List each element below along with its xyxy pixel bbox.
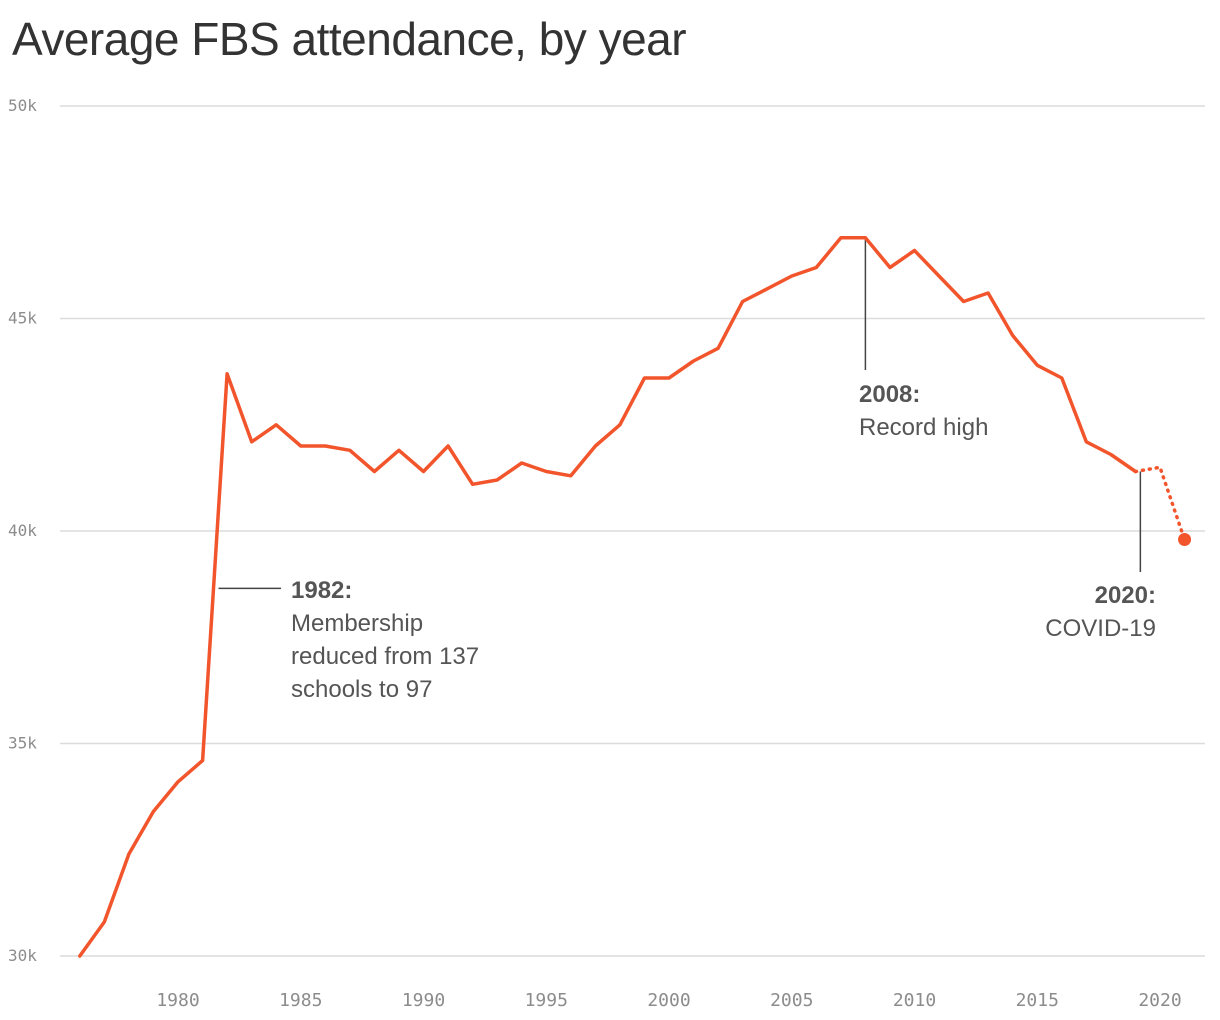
- y-tick-label-30k: 30k: [8, 946, 37, 965]
- x-tick-label-2020: 2020: [1138, 990, 1181, 1011]
- x-tick-label-1995: 1995: [525, 990, 568, 1011]
- annotation-2008-line-1: Record high: [859, 414, 988, 441]
- annotation-2020-year: 2020:: [1095, 582, 1156, 609]
- x-tick-label-2015: 2015: [1016, 990, 1059, 1011]
- x-tick-label-2010: 2010: [893, 990, 936, 1011]
- annotation-leaders: [218, 237, 1142, 590]
- series-lines: [78, 236, 1192, 958]
- series-line: [78, 236, 1138, 958]
- series-end-point: [1178, 533, 1192, 546]
- annotation-1982-year: 1982:: [291, 577, 352, 604]
- x-tick-label-2005: 2005: [770, 990, 813, 1011]
- y-tick-label-45k: 45k: [8, 309, 37, 328]
- annotation-1982-line-2: reduced from 137: [291, 643, 479, 670]
- annotation-1982-line-1: Membership: [291, 610, 423, 637]
- annotation-1982-line-3: schools to 97: [291, 676, 432, 703]
- x-tick-label-1985: 1985: [279, 990, 322, 1011]
- gridlines: [60, 105, 1205, 957]
- x-tick-label-1990: 1990: [402, 990, 445, 1011]
- series-line-dotted: [1133, 465, 1187, 542]
- x-tick-label-2000: 2000: [647, 990, 690, 1011]
- x-axis-ticks: 1980 1985 1990 1995 2000 2005 2010 2015 2020: [156, 990, 1181, 1011]
- annotation-2020-line-1: COVID-19: [1045, 615, 1156, 642]
- y-tick-label-50k: 50k: [8, 96, 37, 115]
- y-tick-label-40k: 40k: [8, 521, 37, 540]
- annotations: 1982: Membership reduced from 137 school…: [291, 381, 1156, 703]
- x-tick-label-1980: 1980: [156, 990, 199, 1011]
- annotation-2008-year: 2008:: [859, 381, 920, 408]
- chart-title: Average FBS attendance, by year: [12, 13, 687, 65]
- y-axis-ticks: 50k 45k 40k 35k 30k: [8, 96, 37, 965]
- y-tick-label-35k: 35k: [8, 734, 37, 753]
